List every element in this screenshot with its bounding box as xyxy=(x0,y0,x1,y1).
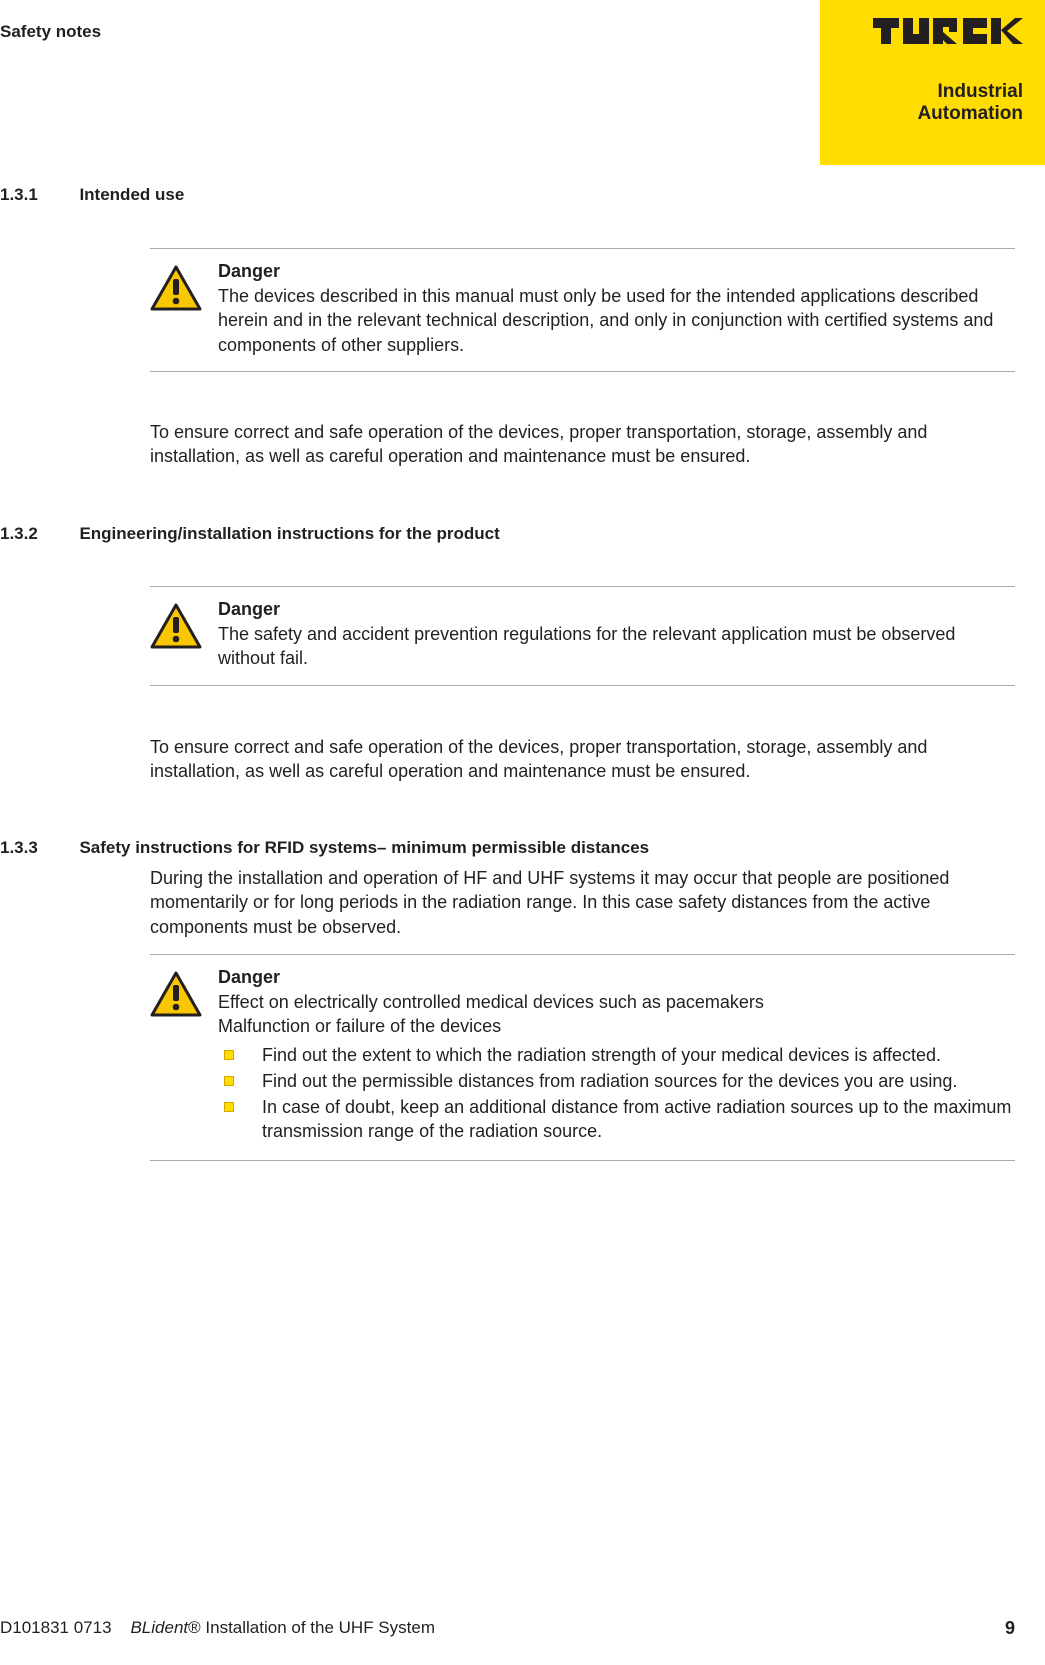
bullet-text: In case of doubt, keep an additional dis… xyxy=(262,1095,1015,1144)
section-number: 1.3.2 xyxy=(0,524,75,544)
danger-line-1: Effect on electrically controlled medica… xyxy=(218,990,1015,1014)
section-title: Engineering/installation instructions fo… xyxy=(79,524,499,544)
section-title: Intended use xyxy=(79,185,184,205)
brand-tagline: Industrial Automation xyxy=(897,81,1023,125)
body-paragraph: To ensure correct and safe operation of … xyxy=(150,735,1015,784)
section-heading-1-3-2: 1.3.2 Engineering/installation instructi… xyxy=(0,524,500,544)
danger-bullet-list: Find out the extent to which the radiati… xyxy=(218,1043,1015,1144)
header-running-title: Safety notes xyxy=(0,22,101,42)
danger-line-2: Malfunction or failure of the devices xyxy=(218,1014,1015,1038)
danger-text: The devices described in this manual mus… xyxy=(218,284,1015,357)
tagline-line-1: Industrial xyxy=(897,81,1023,103)
list-item: In case of doubt, keep an additional dis… xyxy=(218,1095,1015,1144)
rule xyxy=(150,248,1015,249)
danger-box-1-3-3: Danger Effect on electrically controlled… xyxy=(150,950,1015,1165)
paragraph-1-3-1: To ensure correct and safe operation of … xyxy=(150,420,1015,469)
danger-block: Danger The safety and accident preventio… xyxy=(150,591,1015,681)
body-paragraph: To ensure correct and safe operation of … xyxy=(150,420,1015,469)
footer-doc-code: D101831 0713 xyxy=(0,1618,112,1637)
page-footer: D101831 0713 BLident® Installation of th… xyxy=(0,1618,1015,1639)
footer-doc-info: D101831 0713 BLident® Installation of th… xyxy=(0,1618,435,1639)
rule xyxy=(150,371,1015,372)
rule xyxy=(150,954,1015,955)
list-item: Find out the permissible distances from … xyxy=(218,1069,1015,1093)
section-number: 1.3.3 xyxy=(0,838,75,858)
danger-content: Danger Effect on electrically controlled… xyxy=(218,967,1015,1146)
warning-triangle-icon xyxy=(150,265,202,316)
rule xyxy=(150,586,1015,587)
section-number: 1.3.1 xyxy=(0,185,75,205)
turck-wordmark-icon xyxy=(873,18,1023,44)
danger-content: Danger The devices described in this man… xyxy=(218,261,1015,357)
warning-triangle-icon xyxy=(150,971,202,1022)
danger-title: Danger xyxy=(218,599,1015,620)
danger-box-1-3-2: Danger The safety and accident preventio… xyxy=(150,582,1015,690)
warning-triangle-icon xyxy=(150,603,202,654)
list-item: Find out the extent to which the radiati… xyxy=(218,1043,1015,1067)
turck-logo xyxy=(873,18,1023,49)
danger-text: The safety and accident prevention regul… xyxy=(218,622,1015,671)
paragraph-1-3-2: To ensure correct and safe operation of … xyxy=(150,735,1015,784)
rule xyxy=(150,1160,1015,1161)
body-paragraph: During the installation and operation of… xyxy=(150,866,1015,939)
rule xyxy=(150,685,1015,686)
danger-title: Danger xyxy=(218,261,1015,282)
page-number: 9 xyxy=(1005,1618,1015,1639)
brand-logo-block: Industrial Automation xyxy=(820,0,1045,165)
danger-box-1-3-1: Danger The devices described in this man… xyxy=(150,244,1015,376)
bullet-text: Find out the extent to which the radiati… xyxy=(262,1043,941,1067)
danger-block: Danger The devices described in this man… xyxy=(150,253,1015,367)
danger-block: Danger Effect on electrically controlled… xyxy=(150,959,1015,1156)
danger-content: Danger The safety and accident preventio… xyxy=(218,599,1015,671)
bullet-text: Find out the permissible distances from … xyxy=(262,1069,957,1093)
tagline-line-2: Automation xyxy=(917,103,1023,125)
page: Safety notes xyxy=(0,0,1045,1665)
footer-doc-title-rest: ® Installation of the UHF System xyxy=(188,1618,435,1637)
section-title: Safety instructions for RFID systems– mi… xyxy=(79,838,649,858)
section-heading-1-3-1: 1.3.1 Intended use xyxy=(0,185,184,205)
square-bullet-icon xyxy=(224,1076,234,1086)
footer-doc-title-italic-2: ident xyxy=(151,1618,188,1637)
square-bullet-icon xyxy=(224,1102,234,1112)
danger-title: Danger xyxy=(218,967,1015,988)
section-heading-1-3-3: 1.3.3 Safety instructions for RFID syste… xyxy=(0,838,649,858)
square-bullet-icon xyxy=(224,1050,234,1060)
footer-doc-title-italic-1: BL xyxy=(130,1618,151,1637)
intro-paragraph-1-3-3: During the installation and operation of… xyxy=(150,866,1015,939)
